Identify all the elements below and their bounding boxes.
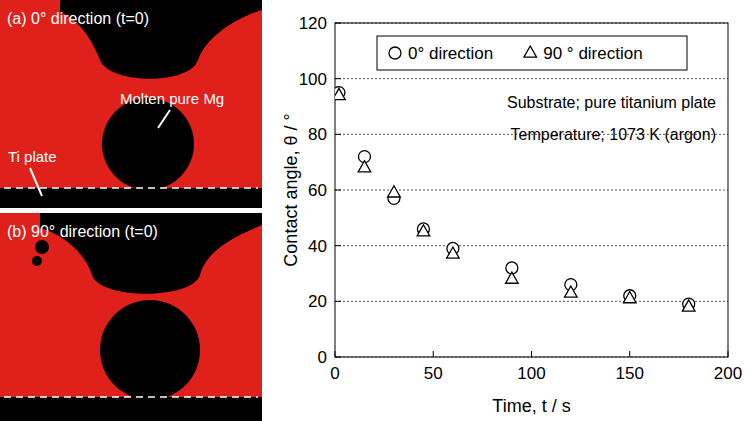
molten-drop: [100, 300, 200, 400]
data-point: [623, 292, 636, 303]
tick-label: 100: [517, 364, 545, 383]
tick: [531, 351, 532, 357]
legend-label: 0° direction: [408, 44, 493, 63]
legend: 0° direction 90 ° direction: [377, 36, 687, 70]
data-point: [624, 290, 636, 302]
bubble: [32, 256, 42, 266]
tick: [433, 351, 434, 357]
surface-line: [4, 187, 258, 189]
tick-label: 0: [330, 364, 339, 383]
tick-label: 40: [308, 237, 327, 256]
y-axis-title: Contact angle, θ / °: [281, 113, 301, 266]
legend-marker: [389, 47, 401, 59]
tick: [335, 245, 341, 246]
tick-label: 60: [308, 181, 327, 200]
page: (a) 0° direction (t=0) Molten pure Mg Ti p…: [0, 0, 745, 421]
data-point: [335, 87, 345, 99]
plot-frame: [335, 23, 728, 357]
data-point: [682, 300, 695, 311]
arrow: [158, 110, 170, 128]
data-point: [358, 161, 371, 172]
annotation: Substrate; pure titanium plate: [507, 94, 716, 111]
tick: [335, 301, 341, 302]
data-point: [417, 223, 429, 235]
tick: [335, 134, 341, 135]
tick: [335, 190, 341, 191]
photo-background: [0, 213, 262, 421]
data-point: [417, 225, 430, 236]
legend-box: [377, 36, 687, 70]
substrate: [0, 397, 262, 421]
photo-background: [0, 0, 262, 208]
data-point: [506, 272, 519, 283]
photo-annotation: Ti plate: [8, 148, 57, 165]
tick-label: 100: [299, 70, 327, 89]
surface-line: [4, 396, 258, 398]
tick: [335, 78, 341, 79]
arrow: [30, 168, 42, 196]
tick: [629, 351, 630, 357]
data-point: [683, 298, 695, 310]
tick-label: 120: [299, 14, 327, 33]
data-point: [335, 88, 345, 99]
photo-panel: (b) 90° direction (t=0): [0, 213, 262, 421]
tick-label: 150: [616, 364, 644, 383]
annotation: Temperature; 1073 K (argon): [511, 126, 716, 143]
legend-marker: [524, 46, 537, 57]
photo-panel: (a) 0° direction (t=0) Molten pure Mg Ti p…: [0, 0, 262, 208]
tick-label: 200: [714, 364, 742, 383]
marks: [335, 87, 695, 312]
chart: 0 20 40 60 80 100 120 0 50 100 150 200 Time, t / s Co…: [281, 14, 742, 416]
tick-label: 20: [308, 292, 327, 311]
grid-line: [335, 301, 728, 302]
grid-line: [335, 78, 728, 79]
molten-drop: [102, 98, 194, 190]
photo-label: (a) 0° direction (t=0): [7, 10, 149, 27]
legend-label: 90 ° direction: [543, 44, 642, 63]
photo-annotation: Molten pure Mg: [120, 90, 224, 107]
data-point: [388, 186, 401, 197]
x-axis-title: Time, t / s: [492, 396, 570, 416]
tick-label: 50: [424, 364, 443, 383]
data-point: [447, 247, 460, 258]
tick-label: 80: [308, 125, 327, 144]
data-point: [565, 286, 578, 297]
photo-label: (b) 90° direction (t=0): [7, 223, 158, 240]
tick-label: 0: [318, 348, 327, 367]
grid-line: [335, 245, 728, 246]
bubble: [35, 240, 49, 254]
